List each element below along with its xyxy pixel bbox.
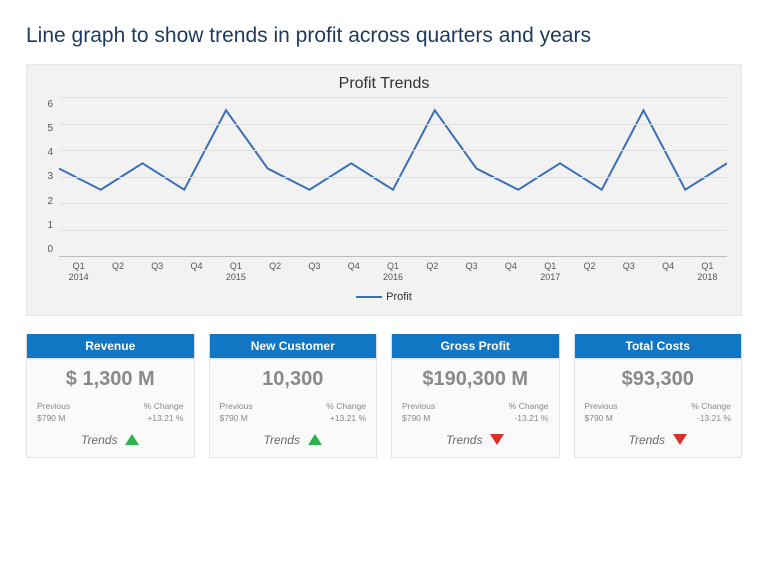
gridline [59,97,727,98]
kpi-header: Total Costs [575,334,742,358]
x-tick: Q4 [177,261,216,283]
kpi-prev-value: $790 M [37,413,70,423]
kpi-chg-label: % Change [691,401,731,411]
kpi-row: Revenue $ 1,300 M Previous $790 M % Change +1… [26,334,742,458]
x-tick: Q12014 [59,261,98,283]
gridline [59,150,727,151]
y-tick: 5 [41,123,53,134]
kpi-card: Revenue $ 1,300 M Previous $790 M % Change +1… [26,334,195,458]
x-tick: Q4 [648,261,687,283]
x-tick: Q3 [138,261,177,283]
kpi-prev-value: $790 M [585,413,618,423]
kpi-header: Gross Profit [392,334,559,358]
kpi-chg-label: % Change [509,401,549,411]
kpi-header: New Customer [210,334,377,358]
kpi-card: Total Costs $93,300 Previous $790 M % Change… [574,334,743,458]
kpi-chg-value: +13.21 % [326,413,366,423]
y-tick: 4 [41,147,53,158]
legend-label: Profit [386,291,412,303]
kpi-sub: Previous $790 M % Change -13.21 % [402,401,549,423]
trend-up-icon [125,434,139,445]
x-tick: Q2 [413,261,452,283]
legend-swatch [356,296,382,298]
kpi-card: New Customer 10,300 Previous $790 M % Change… [209,334,378,458]
kpi-sub: Previous $790 M % Change +13.21 % [37,401,184,423]
y-tick: 3 [41,171,53,182]
plot-area [59,97,727,257]
x-tick: Q12015 [216,261,255,283]
x-tick: Q3 [295,261,334,283]
kpi-trend-label: Trends [81,433,117,447]
kpi-header: Revenue [27,334,194,358]
gridline [59,230,727,231]
kpi-sub: Previous $790 M % Change +13.21 % [220,401,367,423]
x-tick: Q3 [609,261,648,283]
kpi-card: Gross Profit $190,300 M Previous $790 M % Ch… [391,334,560,458]
x-tick: Q3 [452,261,491,283]
trend-down-icon [490,434,504,445]
kpi-trend: Trends [585,433,732,447]
kpi-prev-value: $790 M [402,413,435,423]
kpi-sub: Previous $790 M % Change -13.21 % [585,401,732,423]
kpi-trend: Trends [402,433,549,447]
gridline [59,177,727,178]
x-tick: Q12017 [531,261,570,283]
kpi-trend-label: Trends [629,433,665,447]
chart-legend: Profit [41,291,727,303]
kpi-trend-label: Trends [446,433,482,447]
trend-up-icon [308,434,322,445]
x-tick: Q4 [491,261,530,283]
gridline [59,124,727,125]
kpi-chg-value: -13.21 % [691,413,731,423]
kpi-prev-label: Previous [402,401,435,411]
x-tick: Q12018 [688,261,727,283]
gridline [59,203,727,204]
chart-body: 6 5 4 3 2 1 0 [41,97,727,257]
kpi-prev-value: $790 M [220,413,253,423]
chart-title: Profit Trends [41,75,727,93]
kpi-prev-label: Previous [585,401,618,411]
profit-chart-panel: Profit Trends 6543210 Q12014Q2Q3Q4Q12015… [26,64,742,316]
kpi-trend: Trends [37,433,184,447]
kpi-trend-label: Trends [264,433,300,447]
x-tick: Q2 [570,261,609,283]
kpi-chg-label: % Change [326,401,366,411]
kpi-prev-label: Previous [220,401,253,411]
x-tick: Q2 [98,261,137,283]
y-tick: 1 [41,220,53,231]
kpi-chg-value: -13.21 % [509,413,549,423]
kpi-prev-label: Previous [37,401,70,411]
kpi-trend: Trends [220,433,367,447]
y-axis: 6 5 4 3 2 1 0 [41,97,59,257]
page-title: Line graph to show trends in profit acro… [26,24,742,48]
kpi-chg-label: % Change [144,401,184,411]
y-tick: 0 [41,244,53,255]
kpi-value: 10,300 [220,368,367,391]
y-tick: 6 [41,99,53,110]
trend-down-icon [673,434,687,445]
y-tick: 2 [41,196,53,207]
kpi-value: $93,300 [585,368,732,391]
x-tick: Q12016 [373,261,412,283]
kpi-value: $190,300 M [402,368,549,391]
x-axis: Q12014Q2Q3Q4Q12015Q2Q3Q4Q12016Q2Q3Q4Q120… [59,261,727,283]
x-tick: Q2 [255,261,294,283]
kpi-chg-value: +13.21 % [144,413,184,423]
x-tick: Q4 [334,261,373,283]
kpi-value: $ 1,300 M [37,368,184,391]
